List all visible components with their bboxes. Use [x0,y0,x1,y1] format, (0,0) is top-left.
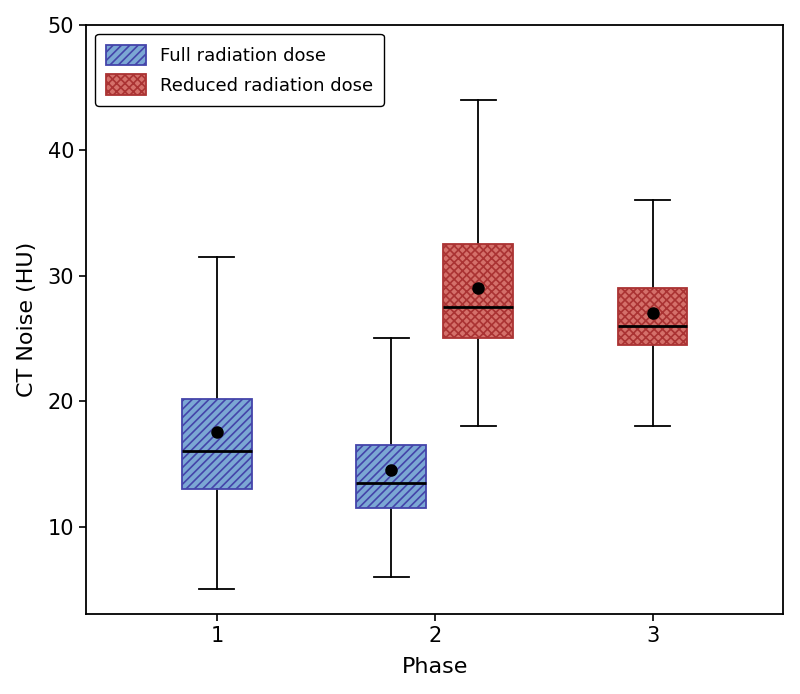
X-axis label: Phase: Phase [402,657,468,677]
Legend: Full radiation dose, Reduced radiation dose: Full radiation dose, Reduced radiation d… [95,34,384,106]
Bar [618,288,687,345]
Bar [443,244,513,339]
Bar [356,445,426,508]
Bar [443,244,513,339]
Bar [182,398,252,489]
Bar [182,398,252,489]
Y-axis label: CT Noise (HU): CT Noise (HU) [17,242,37,397]
Bar [356,445,426,508]
Bar [618,288,687,345]
